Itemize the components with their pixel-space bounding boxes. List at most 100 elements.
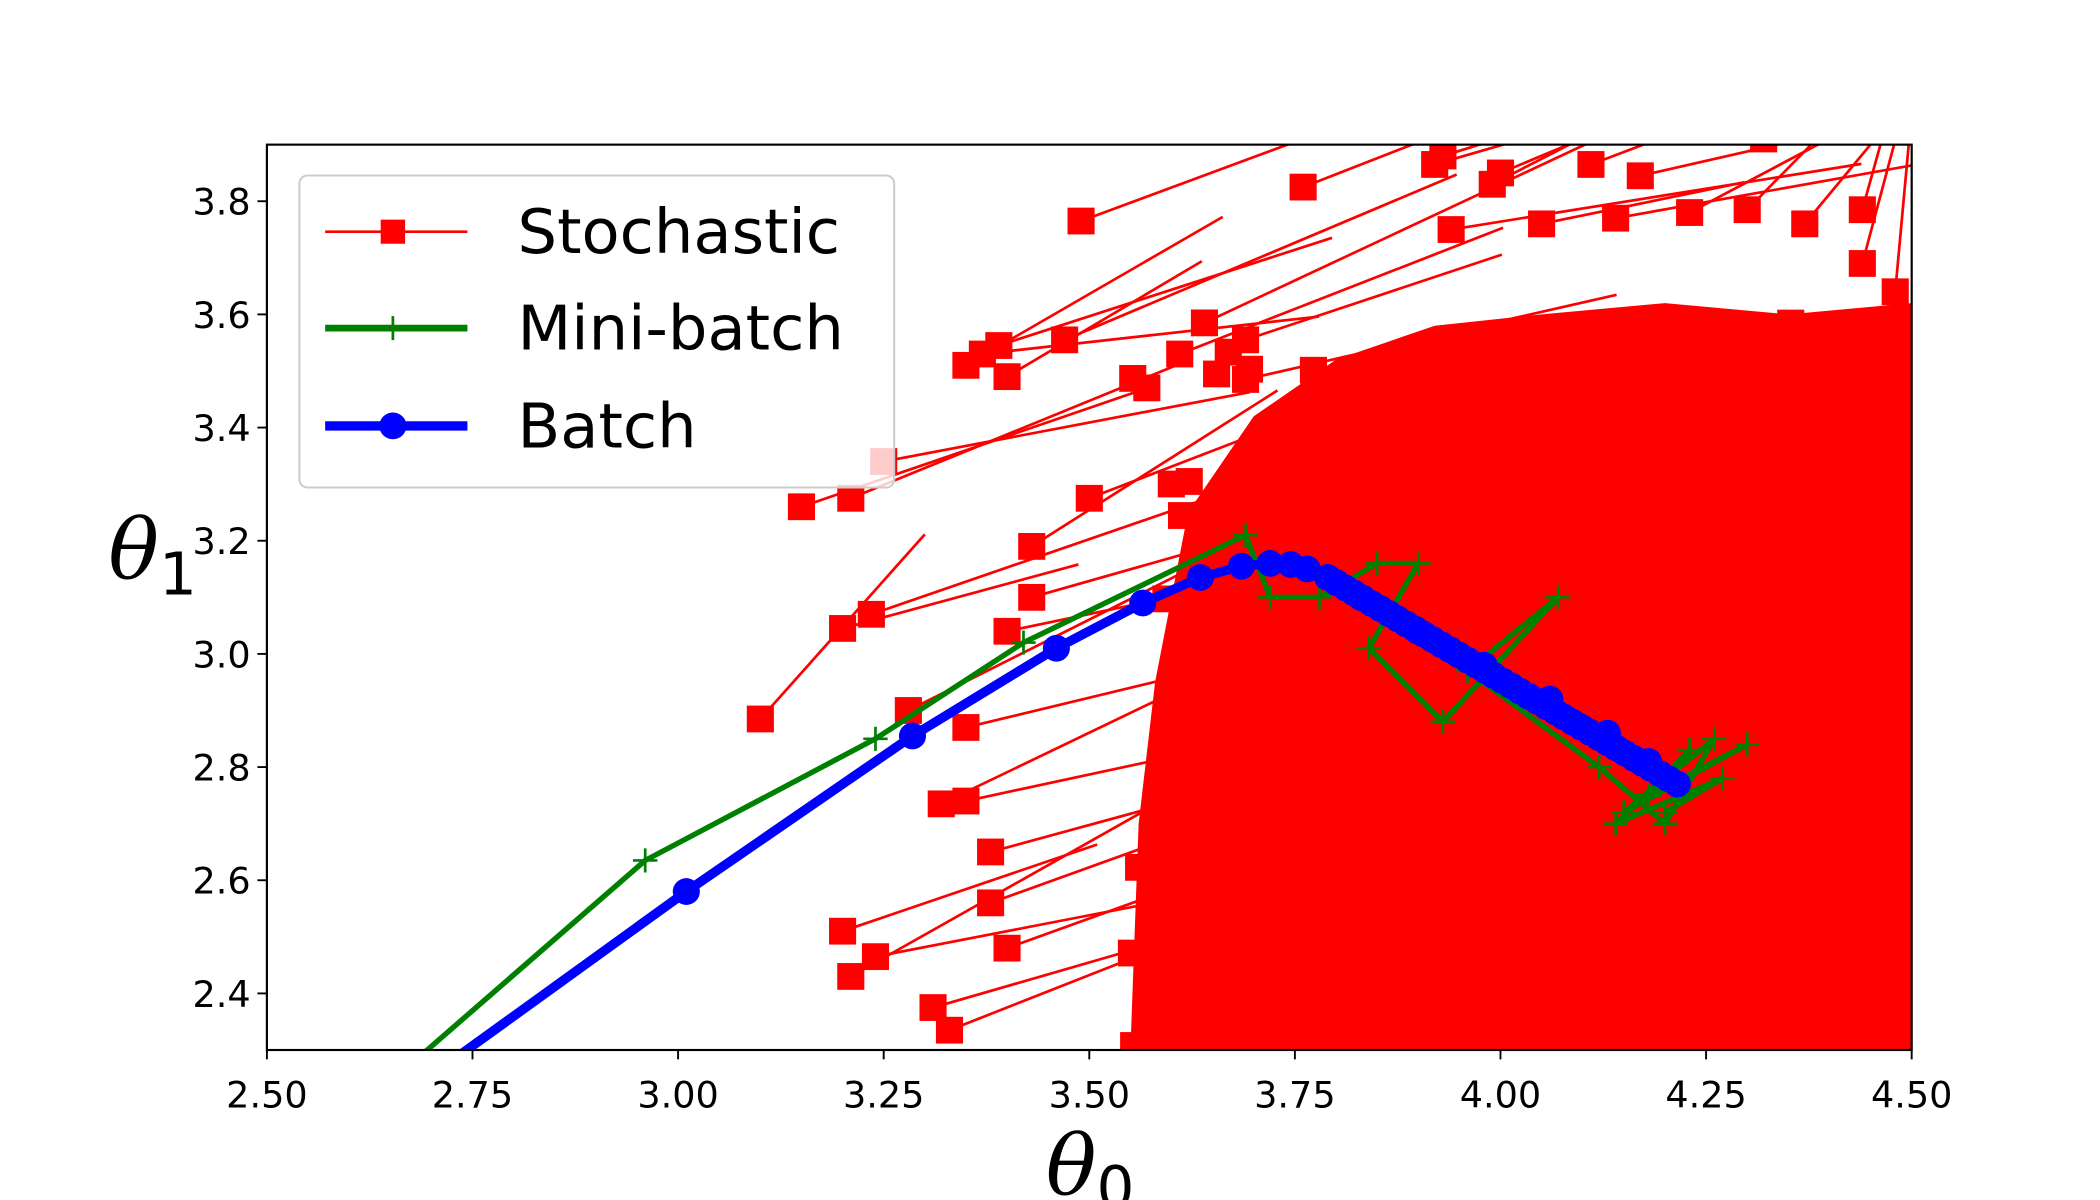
stochastic-marker [993, 617, 1021, 645]
mini-batch-marker [1233, 523, 1258, 548]
stochastic-marker [787, 493, 816, 521]
x-tick-label: 4.50 [1871, 1074, 1952, 1117]
stochastic-marker [1300, 738, 1328, 766]
batch-marker [1227, 552, 1255, 580]
y-tick-label: 2.8 [192, 747, 250, 790]
stochastic-marker [1733, 196, 1761, 224]
stochastic-marker [1892, 334, 1912, 362]
stochastic-marker [1145, 936, 1173, 964]
stochastic-marker [1576, 464, 1604, 492]
mini-batch-marker [1356, 636, 1382, 661]
stochastic-marker [1893, 725, 1912, 753]
stochastic-marker [1614, 358, 1642, 386]
stochastic-marker [1312, 872, 1340, 900]
stochastic-marker [952, 714, 980, 741]
stochastic-marker [1626, 162, 1654, 190]
stochastic-marker [1439, 969, 1467, 997]
x-tick-label: 3.50 [1049, 1074, 1130, 1117]
legend-plus-marker-icon [380, 316, 406, 341]
stochastic-marker [952, 787, 980, 815]
batch-marker [1663, 770, 1691, 798]
stochastic-marker [1176, 843, 1205, 871]
stochastic-marker [1067, 207, 1095, 235]
x-tick-label: 2.50 [226, 1074, 307, 1117]
stochastic-line [1245, 253, 1503, 342]
stochastic-line [842, 843, 1098, 933]
x-axis-label: θ0 [1046, 1117, 1135, 1200]
stochastic-marker [1252, 880, 1280, 908]
stochastic-marker [1606, 1024, 1634, 1050]
batch-marker [1129, 589, 1157, 617]
stochastic-marker [1610, 395, 1639, 422]
stochastic-marker [1542, 751, 1570, 779]
stochastic-marker [1439, 805, 1467, 833]
stochastic-marker [1633, 615, 1662, 643]
stochastic-marker [1596, 326, 1624, 354]
stochastic-marker [1654, 861, 1682, 889]
stochastic-marker [1190, 309, 1218, 337]
stochastic-marker [1310, 501, 1338, 529]
stochastic-line [1450, 162, 1862, 231]
batch-marker [1186, 564, 1214, 591]
stochastic-marker [1703, 942, 1731, 970]
stochastic-marker [1787, 896, 1815, 924]
stochastic-marker [1643, 466, 1671, 494]
stochastic-marker [1253, 950, 1281, 978]
stochastic-marker [861, 943, 890, 971]
batch-marker [1293, 555, 1321, 583]
stochastic-line [1746, 144, 1814, 211]
stochastic-marker [1117, 939, 1145, 967]
stochastic-marker [1299, 356, 1327, 384]
stochastic-marker [1745, 959, 1773, 987]
stochastic-line [875, 898, 1168, 958]
stochastic-marker [1866, 1018, 1894, 1045]
stochastic-marker [1747, 319, 1775, 347]
stochastic-marker [1601, 573, 1629, 601]
stochastic-marker [1808, 368, 1836, 396]
stochastic-marker [985, 332, 1013, 359]
stochastic-marker [1425, 898, 1453, 926]
stochastic-marker [1672, 592, 1700, 620]
stochastic-marker [919, 994, 947, 1021]
stochastic-marker [1712, 594, 1740, 622]
stochastic-marker [1851, 396, 1879, 424]
stochastic-marker [1159, 1003, 1187, 1031]
batch-marker [1042, 634, 1070, 662]
stochastic-marker [1848, 196, 1876, 224]
stochastic-marker [935, 1016, 964, 1044]
stochastic-marker [1620, 937, 1649, 964]
mini-batch-marker [1406, 551, 1431, 576]
batch-series [458, 549, 1691, 1050]
stochastic-marker [1492, 869, 1520, 897]
stochastic-marker [1856, 521, 1885, 549]
stochastic-marker [1482, 442, 1510, 469]
stochastic-marker [1120, 1032, 1148, 1050]
stochastic-marker [1791, 210, 1819, 238]
stochastic-line [883, 390, 1250, 463]
mini-batch-marker [1011, 630, 1036, 655]
legend-circle-marker-icon [379, 412, 407, 440]
legend-label-stochastic: Stochastic [518, 195, 841, 268]
legend-square-marker-icon [380, 219, 406, 244]
stochastic-marker [1018, 583, 1046, 611]
stochastic-line [990, 765, 1369, 905]
stochastic-line [1803, 144, 1873, 225]
stochastic-marker [1278, 861, 1306, 889]
stochastic-marker [1427, 1020, 1455, 1048]
stochastic-marker [1711, 834, 1739, 861]
mini-batch-marker [1702, 726, 1727, 751]
stochastic-marker [1227, 798, 1255, 826]
stochastic-marker [1388, 737, 1416, 765]
stochastic-line [1203, 144, 1589, 325]
y-tick-label: 3.8 [192, 181, 250, 224]
y-tick-label: 3.4 [192, 407, 250, 450]
stochastic-line [1006, 260, 1203, 378]
stochastic-marker [1743, 910, 1772, 938]
stochastic-marker [1271, 1014, 1299, 1042]
stochastic-marker [1862, 995, 1890, 1022]
x-tick-label: 4.00 [1460, 1074, 1541, 1117]
stochastic-marker [829, 615, 857, 642]
mini-batch-marker [1545, 585, 1571, 610]
stochastic-line [1499, 144, 1572, 175]
legend: Stochastic Mini-batch Batch [298, 174, 896, 489]
